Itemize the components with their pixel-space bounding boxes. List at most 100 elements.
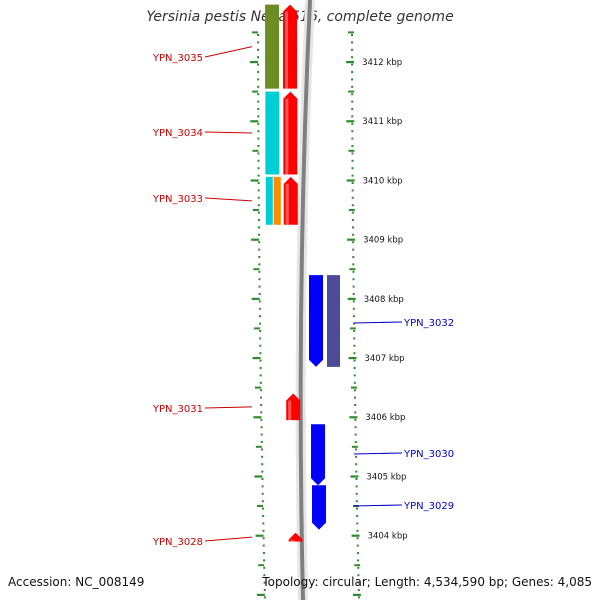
- leader-line: [353, 504, 403, 507]
- inner-tick: [257, 211, 260, 214]
- outer-tick: [351, 204, 354, 207]
- outer-tick: [357, 596, 360, 599]
- outer-tick: [356, 552, 359, 554]
- mid-tick-inner: [255, 445, 262, 448]
- inner-tick: [261, 478, 264, 480]
- mid-tick-inner: [252, 209, 259, 211]
- scale-label: 3407 kbp: [364, 354, 404, 364]
- inner-tick: [257, 78, 260, 81]
- mid-tick-inner: [254, 386, 261, 389]
- backbone: [295, 0, 315, 600]
- gene-label: YPN_3032: [403, 318, 454, 329]
- outer-tick: [353, 367, 356, 369]
- outer-tick: [351, 189, 354, 192]
- inner-tick: [260, 441, 263, 443]
- outer-tick: [356, 522, 359, 525]
- outer-tick: [356, 537, 359, 540]
- outer-tick: [357, 589, 360, 591]
- outer-tick: [354, 433, 357, 436]
- inner-tick: [257, 56, 260, 59]
- outer-tick: [351, 34, 354, 36]
- inner-tick: [257, 152, 260, 155]
- scale-label: 3412 kbp: [362, 58, 402, 68]
- major-tick-inner: [255, 534, 264, 537]
- outer-tick: [353, 330, 356, 332]
- map-title: Yersinia pestis Nepal516, complete genom…: [146, 9, 454, 25]
- gene-arrow-YPN_3029: [312, 485, 327, 530]
- mid-tick-outer: [348, 149, 355, 152]
- major-tick-outer: [349, 416, 358, 419]
- major-tick-outer: [348, 357, 357, 360]
- inner-tick: [263, 589, 266, 591]
- inner-tick: [259, 374, 262, 377]
- inner-tick: [258, 270, 261, 273]
- inner-tick: [262, 515, 265, 517]
- outer-tick: [354, 448, 357, 451]
- outer-tick: [351, 115, 354, 118]
- inner-tick: [259, 367, 262, 369]
- gene-highlight: [285, 98, 289, 175]
- leader-line: [353, 321, 403, 324]
- scale-label: 3405 kbp: [366, 472, 406, 482]
- inner-tick: [261, 455, 264, 458]
- major-tick-outer: [350, 475, 359, 478]
- leader-line: [204, 406, 253, 409]
- inner-tick: [263, 596, 266, 599]
- gene-label: YPN_3033: [152, 194, 203, 205]
- cog-bar-cyan: [265, 176, 273, 225]
- outer-tick: [357, 574, 360, 577]
- inner-tick: [257, 182, 260, 184]
- outer-tick: [351, 211, 354, 214]
- inner-tick: [258, 285, 261, 288]
- inner-tick: [257, 196, 260, 199]
- leader-line: [204, 536, 253, 542]
- gene-features: [283, 4, 327, 542]
- gene-label: YPN_3030: [403, 449, 454, 460]
- inner-tick: [260, 418, 263, 421]
- inner-tick: [257, 115, 260, 118]
- outer-tick: [352, 315, 355, 318]
- major-tick-inner: [250, 120, 259, 123]
- inner-tick: [259, 359, 262, 362]
- inner-tick: [261, 463, 264, 466]
- inner-tick: [261, 500, 264, 503]
- inner-tick: [258, 300, 261, 303]
- inner-tick: [262, 552, 265, 554]
- outer-tick: [351, 85, 354, 88]
- inner-tick: [257, 63, 260, 66]
- inner-tick: [258, 293, 261, 295]
- outer-tick: [354, 418, 357, 421]
- outer-tick: [356, 529, 359, 532]
- inner-tick: [261, 485, 264, 488]
- outer-tick: [351, 56, 354, 59]
- mid-tick-outer: [348, 31, 355, 34]
- accession-label: Accession: NC_008149: [8, 575, 145, 589]
- inner-tick: [257, 219, 260, 221]
- inner-tick: [260, 426, 263, 429]
- inner-tick: [257, 122, 260, 125]
- outer-tick: [351, 137, 354, 140]
- inner-tick: [257, 137, 260, 140]
- outer-tick: [353, 389, 356, 392]
- major-tick-inner: [253, 416, 262, 419]
- backbone-line: [298, 0, 312, 600]
- leader-line: [204, 197, 253, 202]
- gene-label: YPN_3035: [152, 53, 203, 64]
- inner-tick: [262, 544, 265, 547]
- outer-tick: [352, 263, 355, 266]
- inner-tick: [257, 204, 260, 207]
- inner-tick: [257, 48, 260, 51]
- outer-tick: [354, 426, 357, 429]
- outer-tick: [351, 182, 354, 184]
- gene-arrow-YPN_3028: [288, 532, 303, 542]
- gene-label: YPN_3029: [403, 501, 454, 512]
- inner-tick: [260, 411, 263, 414]
- mid-tick-outer: [348, 90, 355, 93]
- outer-tick: [353, 337, 356, 340]
- outer-tick: [351, 71, 354, 73]
- inner-tick: [262, 522, 265, 525]
- inner-tick: [257, 100, 260, 103]
- inner-tick: [258, 307, 261, 310]
- inner-tick: [257, 108, 260, 110]
- outer-tick: [351, 63, 354, 66]
